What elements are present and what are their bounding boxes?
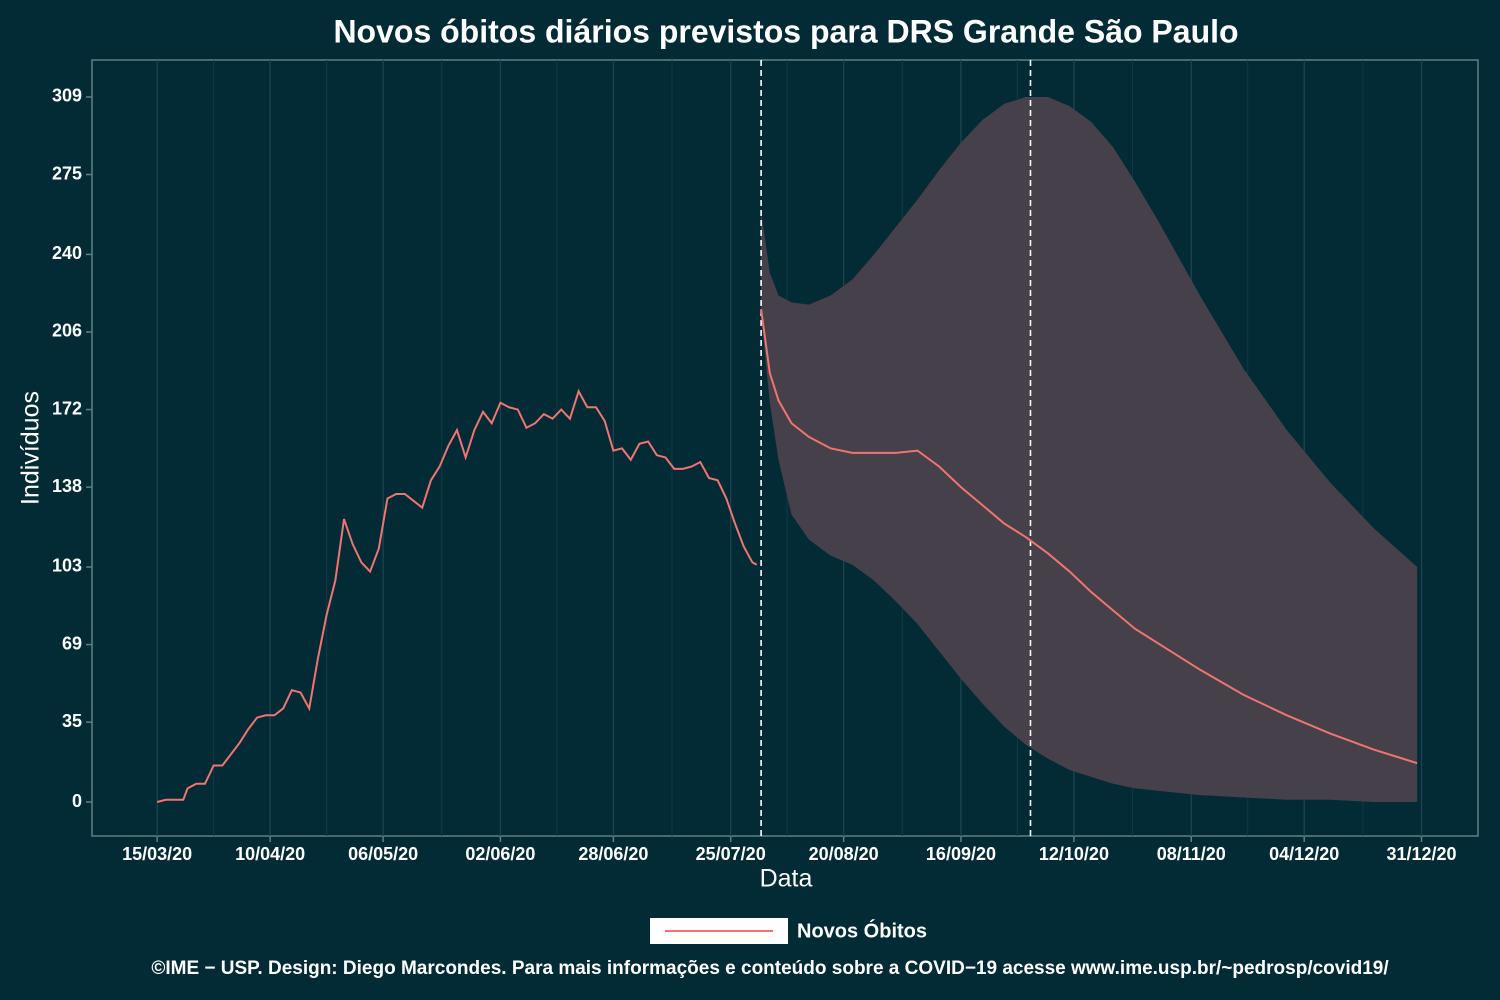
y-tick-label: 309: [52, 86, 82, 106]
x-tick-label: 04/12/20: [1269, 844, 1339, 864]
x-tick-label: 06/05/20: [348, 844, 418, 864]
y-tick-label: 69: [62, 633, 82, 653]
y-tick-label: 0: [72, 791, 82, 811]
x-tick-label: 20/08/20: [809, 844, 879, 864]
x-tick-label: 15/03/20: [122, 844, 192, 864]
data-line: [156, 388, 758, 803]
x-tick-label: 25/07/20: [696, 844, 766, 864]
confidence-band: [761, 96, 1418, 803]
y-tick-label: 172: [52, 398, 82, 418]
y-tick-label: 275: [52, 163, 82, 183]
caption: ©IME − USP. Design: Diego Marcondes. Par…: [151, 958, 1389, 979]
x-tick-label: 08/11/20: [1157, 844, 1226, 864]
y-axis-label: Indivíduos: [17, 391, 45, 505]
x-axis-label: Data: [760, 865, 813, 893]
x-tick-label: 12/10/20: [1039, 844, 1109, 864]
x-tick-label: 10/04/20: [235, 844, 305, 864]
x-tick-label: 31/12/20: [1386, 844, 1456, 864]
legend-label: Novos Óbitos: [797, 918, 927, 942]
x-tick-label: 16/09/20: [926, 844, 996, 864]
forecast-line: [760, 309, 1418, 765]
y-tick-label: 206: [52, 321, 82, 341]
x-tick-label: 02/06/20: [465, 844, 535, 864]
y-tick-label: 240: [52, 243, 82, 263]
y-tick-label: 35: [62, 711, 82, 731]
y-tick-label: 103: [52, 556, 82, 576]
y-tick-label: 138: [52, 476, 82, 496]
chart-title: Novos óbitos diários previstos para DRS …: [333, 13, 1238, 49]
x-tick-label: 28/06/20: [578, 844, 648, 864]
